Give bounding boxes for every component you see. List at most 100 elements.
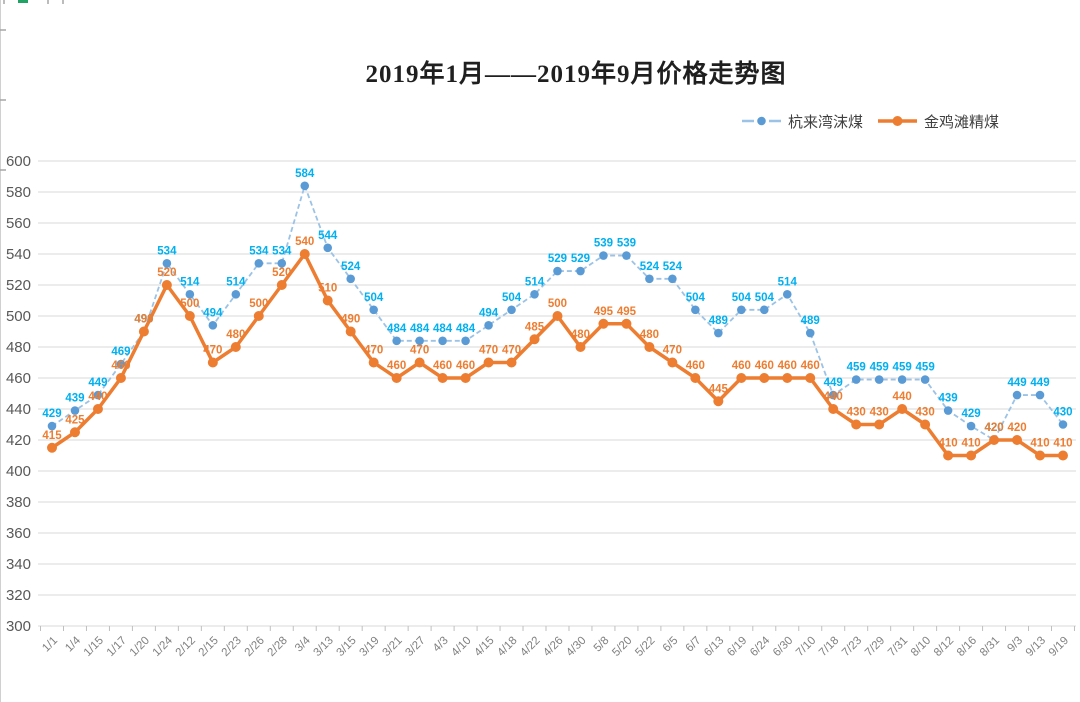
data-point-marker-jinjitan bbox=[414, 357, 425, 368]
data-point-label-jinjitan: 460 bbox=[778, 360, 797, 372]
data-point-marker-jinjitan bbox=[1035, 450, 1046, 461]
data-point-marker-hanglaiwan bbox=[782, 290, 792, 299]
y-axis-tick-label: 600 bbox=[6, 153, 31, 170]
data-point-label-hanglaiwan: 534 bbox=[249, 245, 269, 257]
data-point-label-jinjitan: 410 bbox=[1030, 438, 1049, 450]
y-axis-tick-label: 480 bbox=[6, 339, 31, 356]
y-axis-tick-label: 500 bbox=[6, 308, 31, 325]
x-axis-category-label: 3/21 bbox=[380, 635, 404, 659]
data-point-label-jinjitan: 460 bbox=[433, 360, 452, 372]
x-axis-category-label: 4/10 bbox=[449, 635, 473, 659]
data-point-label-jinjitan: 500 bbox=[180, 298, 199, 310]
x-axis-category-label: 3/19 bbox=[357, 635, 381, 659]
x-axis-category-label: 5/22 bbox=[633, 635, 657, 659]
data-point-marker-hanglaiwan bbox=[553, 266, 562, 276]
x-axis-category-label: 2/12 bbox=[174, 635, 198, 659]
data-point-marker-hanglaiwan bbox=[920, 375, 930, 384]
data-point-marker-jinjitan bbox=[529, 334, 540, 345]
x-axis-category-label: 6/30 bbox=[771, 635, 795, 659]
data-point-label-jinjitan: 470 bbox=[663, 345, 682, 357]
data-point-label-jinjitan: 460 bbox=[801, 360, 820, 372]
data-point-marker-hanglaiwan bbox=[185, 290, 195, 299]
data-point-label-jinjitan: 410 bbox=[1053, 438, 1072, 450]
data-point-marker-hanglaiwan bbox=[392, 336, 401, 346]
x-axis-category-label: 4/18 bbox=[495, 635, 519, 659]
data-point-label-jinjitan: 470 bbox=[364, 345, 383, 357]
data-point-marker-hanglaiwan bbox=[874, 375, 884, 384]
x-axis-category-label: 6/7 bbox=[684, 635, 704, 655]
x-axis-category-label: 4/30 bbox=[564, 635, 588, 659]
x-axis-category-label: 7/23 bbox=[840, 635, 864, 659]
x-axis-category-label: 5/20 bbox=[610, 635, 634, 659]
data-point-marker-jinjitan bbox=[322, 295, 333, 306]
data-point-marker-hanglaiwan bbox=[943, 406, 953, 415]
data-point-marker-hanglaiwan bbox=[208, 321, 218, 330]
data-point-label-hanglaiwan: 524 bbox=[640, 261, 660, 273]
data-point-marker-hanglaiwan bbox=[438, 336, 447, 346]
data-point-label-jinjitan: 490 bbox=[134, 314, 153, 326]
y-axis-tick-label: 380 bbox=[6, 494, 31, 511]
x-axis-category-label: 3/15 bbox=[335, 635, 359, 659]
data-point-label-jinjitan: 460 bbox=[755, 360, 774, 372]
data-point-marker-hanglaiwan bbox=[805, 328, 815, 338]
data-point-marker-jinjitan bbox=[805, 373, 816, 383]
data-point-marker-hanglaiwan bbox=[47, 421, 57, 431]
data-point-marker-jinjitan bbox=[897, 404, 908, 414]
data-point-label-hanglaiwan: 489 bbox=[801, 315, 820, 327]
data-point-label-jinjitan: 490 bbox=[341, 314, 360, 326]
data-point-marker-hanglaiwan bbox=[300, 181, 310, 191]
data-point-label-hanglaiwan: 529 bbox=[571, 253, 590, 265]
data-point-label-hanglaiwan: 459 bbox=[916, 362, 935, 374]
data-point-marker-hanglaiwan bbox=[599, 251, 608, 260]
data-point-marker-jinjitan bbox=[943, 450, 954, 461]
data-point-label-hanglaiwan: 484 bbox=[456, 323, 476, 335]
data-point-label-hanglaiwan: 429 bbox=[961, 408, 980, 420]
data-point-marker-jinjitan bbox=[782, 373, 793, 383]
x-axis-category-label: 4/15 bbox=[472, 635, 496, 659]
data-point-label-hanglaiwan: 494 bbox=[203, 307, 223, 319]
data-point-marker-hanglaiwan bbox=[530, 290, 539, 299]
chart-title: 2019年1月——2019年9月价格走势图 bbox=[365, 61, 787, 88]
data-point-label-jinjitan: 470 bbox=[203, 345, 222, 357]
data-point-marker-hanglaiwan bbox=[759, 305, 769, 315]
data-point-marker-jinjitan bbox=[184, 311, 195, 321]
data-point-label-hanglaiwan: 484 bbox=[387, 323, 407, 335]
x-axis-category-label: 6/19 bbox=[725, 635, 749, 659]
data-point-marker-jinjitan bbox=[460, 373, 471, 383]
data-point-marker-hanglaiwan bbox=[461, 336, 470, 346]
data-point-label-jinjitan: 410 bbox=[961, 438, 980, 450]
data-point-label-jinjitan: 460 bbox=[456, 360, 475, 372]
data-point-marker-jinjitan bbox=[345, 326, 356, 337]
data-point-marker-hanglaiwan bbox=[484, 321, 493, 330]
data-point-marker-hanglaiwan bbox=[828, 390, 838, 400]
y-axis-tick-label: 440 bbox=[6, 401, 31, 418]
legend-item-hanglaiwan-coal[interactable]: 杭来湾沫煤 bbox=[742, 109, 863, 133]
y-axis-tick-label: 320 bbox=[6, 587, 31, 604]
data-point-label-hanglaiwan: 544 bbox=[318, 230, 338, 242]
data-point-label-jinjitan: 420 bbox=[984, 422, 1003, 434]
x-axis-category-label: 4/22 bbox=[518, 635, 542, 659]
x-axis-category-label: 5/8 bbox=[592, 635, 612, 655]
data-point-marker-jinjitan bbox=[920, 419, 931, 430]
data-point-marker-hanglaiwan bbox=[162, 259, 172, 268]
data-point-label-jinjitan: 480 bbox=[571, 329, 590, 341]
data-point-label-jinjitan: 510 bbox=[318, 283, 337, 295]
data-point-label-jinjitan: 540 bbox=[295, 236, 314, 248]
data-point-marker-hanglaiwan bbox=[369, 305, 378, 315]
data-point-marker-jinjitan bbox=[667, 357, 678, 368]
data-point-marker-jinjitan bbox=[966, 450, 977, 461]
solid-line-marker-icon bbox=[878, 116, 917, 126]
data-point-marker-jinjitan bbox=[713, 396, 724, 407]
x-axis-category-label: 4/26 bbox=[541, 635, 565, 659]
legend-item-jinjitan-coal[interactable]: 金鸡滩精煤 bbox=[878, 109, 999, 133]
data-point-label-hanglaiwan: 504 bbox=[686, 292, 706, 304]
data-point-marker-hanglaiwan bbox=[231, 290, 241, 299]
x-axis-category-label: 4/3 bbox=[431, 635, 451, 655]
data-point-label-hanglaiwan: 430 bbox=[1053, 407, 1072, 419]
data-point-marker-jinjitan bbox=[47, 442, 57, 453]
data-point-label-hanglaiwan: 420 bbox=[984, 422, 1003, 434]
legend-label: 杭来湾沫煤 bbox=[788, 113, 864, 131]
data-point-label-jinjitan: 425 bbox=[65, 414, 85, 426]
data-point-marker-hanglaiwan bbox=[966, 421, 976, 431]
data-point-marker-jinjitan bbox=[299, 249, 310, 259]
